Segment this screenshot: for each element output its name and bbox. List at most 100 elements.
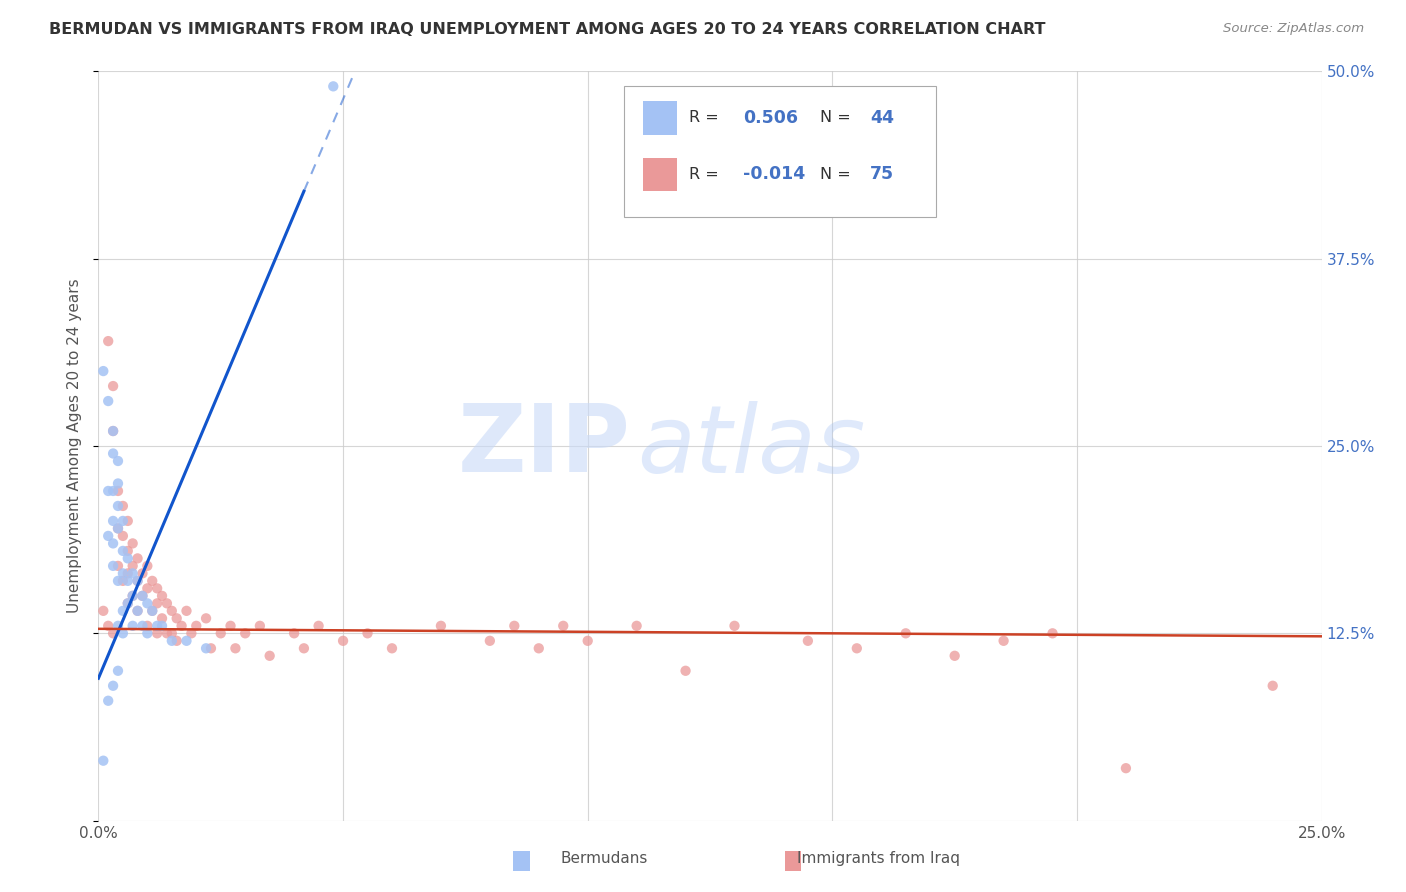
Point <box>107 521 129 535</box>
Text: atlas: atlas <box>637 401 865 491</box>
Point <box>121 589 143 603</box>
Point <box>249 619 271 633</box>
Point <box>111 544 134 558</box>
Point <box>180 626 202 640</box>
Point <box>195 641 218 656</box>
Point <box>101 424 124 438</box>
Bar <box>643 102 678 135</box>
Point <box>845 641 868 656</box>
Point <box>131 619 153 633</box>
Point <box>101 558 124 573</box>
Point <box>101 679 124 693</box>
Point <box>322 79 344 94</box>
Point <box>150 611 173 625</box>
Point <box>136 558 159 573</box>
Point <box>107 574 129 588</box>
Point <box>219 619 242 633</box>
Point <box>626 619 648 633</box>
Point <box>1042 626 1064 640</box>
Point <box>283 626 305 640</box>
Point <box>156 596 179 610</box>
Text: N =: N = <box>820 167 851 181</box>
Point <box>131 589 153 603</box>
Point <box>97 394 120 409</box>
Point <box>176 633 198 648</box>
Point <box>91 364 114 378</box>
Point <box>91 754 114 768</box>
Text: 44: 44 <box>870 109 894 127</box>
Point <box>97 619 120 633</box>
FancyBboxPatch shape <box>624 87 936 218</box>
Point <box>993 633 1015 648</box>
Point <box>675 664 697 678</box>
Point <box>111 574 134 588</box>
Point <box>136 596 159 610</box>
Point <box>111 499 134 513</box>
Point <box>233 626 256 640</box>
Text: ZIP: ZIP <box>457 400 630 492</box>
Point <box>200 641 222 656</box>
Point <box>170 619 193 633</box>
Text: Immigrants from Iraq: Immigrants from Iraq <box>797 851 960 865</box>
Point <box>127 551 149 566</box>
Point <box>160 633 183 648</box>
Point <box>97 483 120 498</box>
Text: R =: R = <box>689 167 718 181</box>
Point <box>127 574 149 588</box>
Point <box>146 596 169 610</box>
Point <box>121 536 143 550</box>
Point <box>107 558 129 573</box>
Point <box>527 641 550 656</box>
Point <box>292 641 315 656</box>
Text: Bermudans: Bermudans <box>561 851 648 865</box>
Point <box>1115 761 1137 775</box>
Point <box>117 544 139 558</box>
Text: R =: R = <box>689 111 718 125</box>
Point <box>117 596 139 610</box>
Point <box>127 574 149 588</box>
Point <box>127 604 149 618</box>
Text: Source: ZipAtlas.com: Source: ZipAtlas.com <box>1223 22 1364 36</box>
Point <box>186 619 208 633</box>
Point <box>107 521 129 535</box>
Bar <box>643 158 678 191</box>
Text: BERMUDAN VS IMMIGRANTS FROM IRAQ UNEMPLOYMENT AMONG AGES 20 TO 24 YEARS CORRELAT: BERMUDAN VS IMMIGRANTS FROM IRAQ UNEMPLO… <box>49 22 1046 37</box>
Point <box>121 558 143 573</box>
Point <box>111 626 134 640</box>
Point <box>97 694 120 708</box>
Point <box>131 566 153 581</box>
Point <box>141 574 163 588</box>
Point <box>797 633 820 648</box>
Point <box>117 566 139 581</box>
Point <box>894 626 917 640</box>
Point <box>166 611 188 625</box>
Point <box>224 641 246 656</box>
Point <box>259 648 281 663</box>
Point <box>121 619 143 633</box>
Point <box>91 604 114 618</box>
Point <box>107 483 129 498</box>
Point <box>121 566 143 581</box>
Point <box>308 619 330 633</box>
Point <box>160 604 183 618</box>
Point <box>101 379 124 393</box>
Point <box>146 582 169 596</box>
Point <box>176 604 198 618</box>
Point <box>101 514 124 528</box>
Point <box>107 664 129 678</box>
Point <box>107 619 129 633</box>
Point <box>136 626 159 640</box>
Point <box>478 633 501 648</box>
Point <box>117 551 139 566</box>
Point <box>121 589 143 603</box>
Point <box>150 619 173 633</box>
Y-axis label: Unemployment Among Ages 20 to 24 years: Unemployment Among Ages 20 to 24 years <box>67 278 83 614</box>
Point <box>150 589 173 603</box>
Point <box>101 536 124 550</box>
Point <box>141 604 163 618</box>
Point <box>576 633 599 648</box>
Point <box>1261 679 1284 693</box>
Text: -0.014: -0.014 <box>742 165 806 183</box>
Point <box>101 446 124 460</box>
Point <box>97 334 120 348</box>
